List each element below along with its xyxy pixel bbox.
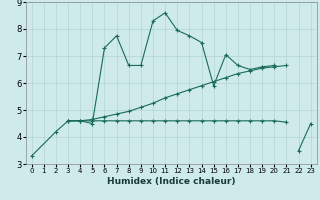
X-axis label: Humidex (Indice chaleur): Humidex (Indice chaleur) bbox=[107, 177, 236, 186]
